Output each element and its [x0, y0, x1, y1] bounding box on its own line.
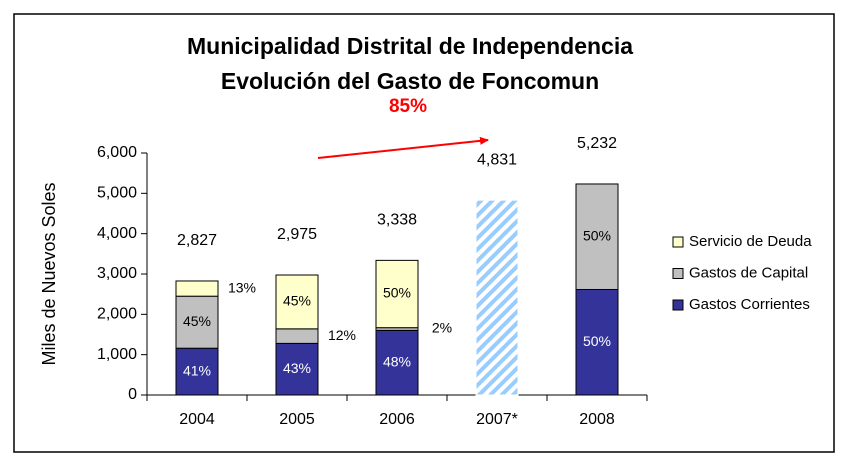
y-tick-label: 3,000 [97, 265, 137, 282]
x-tick-label: 2004 [179, 411, 215, 428]
segment-label: 13% [228, 279, 256, 295]
bar-segment [175, 295, 219, 349]
total-label: 5,232 [577, 135, 617, 152]
bar-segment [275, 274, 319, 330]
bar-segment [375, 329, 419, 396]
bar-segment [275, 342, 319, 396]
total-label: 2,827 [177, 232, 217, 249]
bar-segment [275, 328, 319, 344]
bar-segment [575, 183, 619, 290]
x-tick-label: 2005 [279, 411, 315, 428]
legend-label: Gastos de Capital [689, 264, 808, 281]
bar-segment [175, 280, 219, 297]
x-tick-label: 2007* [476, 411, 518, 428]
bar-segment [375, 259, 419, 329]
chart-title: Municipalidad Distrital de Independencia [187, 33, 633, 59]
segment-label: 12% [328, 327, 356, 343]
segment-label: 50% [383, 285, 411, 301]
y-tick-label: 5,000 [97, 185, 137, 202]
y-axis-label: Miles de Nuevos Soles [39, 182, 59, 365]
chart-border [13, 13, 835, 453]
segment-label: 45% [283, 293, 311, 309]
total-label: 3,338 [377, 212, 417, 229]
y-tick-label: 2,000 [97, 306, 137, 323]
segment-label: 50% [583, 333, 611, 349]
segment-label: 41% [183, 362, 211, 378]
legend-label: Gastos Corrientes [689, 296, 810, 313]
y-tick-label: 4,000 [97, 225, 137, 242]
segment-label: 48% [383, 353, 411, 369]
legend-swatch [672, 236, 684, 248]
total-label: 2,975 [277, 226, 317, 243]
y-tick-label: 6,000 [97, 144, 137, 161]
annotation: 85% [389, 96, 427, 117]
annotation-arrow [317, 136, 489, 159]
total-label: 4,831 [477, 151, 517, 168]
x-tick-label: 2008 [579, 411, 615, 428]
legend-label: Servicio de Deuda [689, 233, 812, 250]
legend-swatch [672, 268, 684, 279]
y-tick-label: 1,000 [97, 346, 137, 363]
segment-label: 2% [432, 320, 452, 336]
segment-label: 45% [183, 313, 211, 329]
chart-subtitle: Evolución del Gasto de Foncomun [221, 68, 599, 94]
segment-label: 43% [283, 360, 311, 376]
y-tick-label: 0 [128, 386, 137, 403]
legend-swatch [672, 299, 684, 311]
segment-label: 50% [583, 227, 611, 243]
bar-segment [575, 288, 619, 396]
bar-segment [175, 347, 219, 396]
hatched-bar [475, 199, 519, 396]
x-tick-label: 2006 [379, 411, 415, 428]
